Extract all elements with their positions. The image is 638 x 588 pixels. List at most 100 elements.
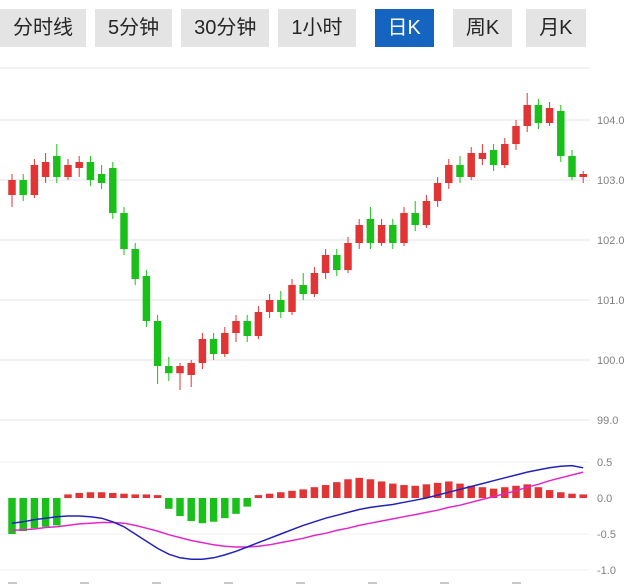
candle-body xyxy=(131,249,139,279)
timeframe-tabbar: 分时线 5分钟 30分钟 1小时 日K 周K 月K xyxy=(0,0,638,48)
candle-body xyxy=(232,321,240,333)
candle-body xyxy=(321,255,330,273)
macd-histogram-bar xyxy=(534,487,543,498)
candle-body xyxy=(456,165,464,177)
macd-histogram-bar xyxy=(568,493,576,498)
tab-30min[interactable]: 30分钟 xyxy=(181,9,270,47)
x-axis-tick xyxy=(296,582,305,584)
macd-histogram-bar xyxy=(265,493,274,498)
price-axis-label: 102.0 xyxy=(597,235,625,247)
macd-axis-label: 0.5 xyxy=(597,457,612,469)
candlestick-macd-chart[interactable]: 104.0 103.0 102.0 101.0 100.0 99.0 0.5 0.0 -0.5 -… xyxy=(0,48,638,588)
x-axis-tick xyxy=(80,582,89,584)
candle-body xyxy=(8,180,16,195)
candle-body xyxy=(579,174,587,177)
x-axis-tick xyxy=(224,582,233,584)
price-axis-label: 101.0 xyxy=(597,295,625,307)
candle-body xyxy=(299,285,307,294)
candle-body xyxy=(165,366,173,374)
x-axis-tick xyxy=(440,582,449,584)
candle-body xyxy=(433,183,442,201)
candle-body xyxy=(501,144,509,165)
macd-histogram-bar xyxy=(400,485,408,498)
macd-histogram-bar xyxy=(377,481,386,498)
price-axis-label: 100.0 xyxy=(597,355,625,367)
tab-monthly-k[interactable]: 月K xyxy=(526,9,586,47)
macd-histogram-bar xyxy=(86,492,95,498)
macd-histogram-bar xyxy=(366,479,375,498)
candle-body xyxy=(221,333,229,354)
tab-5min[interactable]: 5分钟 xyxy=(95,9,173,47)
candle-body xyxy=(523,105,531,126)
tab-timeline[interactable]: 分时线 xyxy=(0,9,86,47)
candle-body xyxy=(120,213,128,249)
macd-histogram-bar xyxy=(310,487,319,498)
macd-histogram-bar xyxy=(19,498,27,532)
macd-histogram-bar xyxy=(579,494,587,498)
macd-histogram-bar xyxy=(321,485,330,498)
candle-body xyxy=(333,255,341,270)
candle-body xyxy=(19,180,27,195)
candle-body xyxy=(377,225,386,243)
candle-body xyxy=(41,162,50,177)
candle-body xyxy=(288,285,296,312)
macd-histogram-bar xyxy=(254,495,263,498)
candle-body xyxy=(97,174,106,183)
macd-histogram-bar xyxy=(288,490,296,498)
macd-histogram-bar xyxy=(389,483,397,498)
macd-histogram-bar xyxy=(221,498,229,519)
macd-histogram-bar xyxy=(8,498,16,534)
macd-histogram-bar xyxy=(187,498,195,522)
candle-body xyxy=(366,219,375,243)
macd-histogram-bar xyxy=(64,494,72,498)
macd-histogram-bar xyxy=(97,492,106,498)
candle-body xyxy=(512,126,520,144)
candle-body xyxy=(411,213,419,225)
candle-body xyxy=(176,366,184,374)
candle-body xyxy=(64,165,72,177)
candle-body xyxy=(489,150,498,165)
macd-histogram-bar xyxy=(344,479,352,498)
macd-histogram-bar xyxy=(467,485,475,498)
x-axis-tick xyxy=(152,582,161,584)
macd-histogram-bar xyxy=(209,498,218,522)
tab-1hour[interactable]: 1小时 xyxy=(278,9,356,47)
candle-body xyxy=(198,339,207,363)
candle-body xyxy=(557,111,565,156)
candle-body xyxy=(277,300,285,312)
candle-body xyxy=(86,162,95,180)
candle-body xyxy=(389,225,397,243)
price-axis-label: 103.0 xyxy=(597,175,625,187)
candle-body xyxy=(53,156,61,177)
candle-body xyxy=(478,153,487,159)
macd-histogram-bar xyxy=(277,492,285,498)
macd-histogram-bar xyxy=(120,493,128,498)
candle-body xyxy=(265,300,274,312)
macd-axis-label: 0.0 xyxy=(597,493,612,505)
candle-body xyxy=(209,339,218,354)
macd-histogram-bar xyxy=(109,492,117,498)
macd-histogram-bar xyxy=(355,477,363,498)
price-axis-label: 99.0 xyxy=(597,415,618,427)
macd-histogram-bar xyxy=(333,482,341,498)
candle-body xyxy=(310,273,319,294)
tab-daily-k[interactable]: 日K xyxy=(374,9,434,47)
candle-body xyxy=(568,156,576,177)
candle-body xyxy=(109,168,117,213)
macd-histogram-bar xyxy=(489,488,498,498)
x-axis-tick xyxy=(512,582,521,584)
macd-histogram-bar xyxy=(456,483,464,498)
candle-body xyxy=(445,165,453,183)
macd-histogram-bar xyxy=(53,498,61,526)
candle-body xyxy=(467,153,475,177)
macd-histogram-bar xyxy=(142,494,151,498)
candle-body xyxy=(153,321,162,366)
tab-weekly-k[interactable]: 周K xyxy=(452,9,513,47)
price-axis-label: 104.0 xyxy=(597,115,625,127)
x-axis-tick xyxy=(8,582,17,584)
macd-histogram-bar xyxy=(422,484,431,498)
macd-histogram-bar xyxy=(41,498,50,527)
macd-histogram-bar xyxy=(501,487,509,498)
macd-histogram-bar xyxy=(165,498,173,509)
candle-body xyxy=(30,165,39,195)
